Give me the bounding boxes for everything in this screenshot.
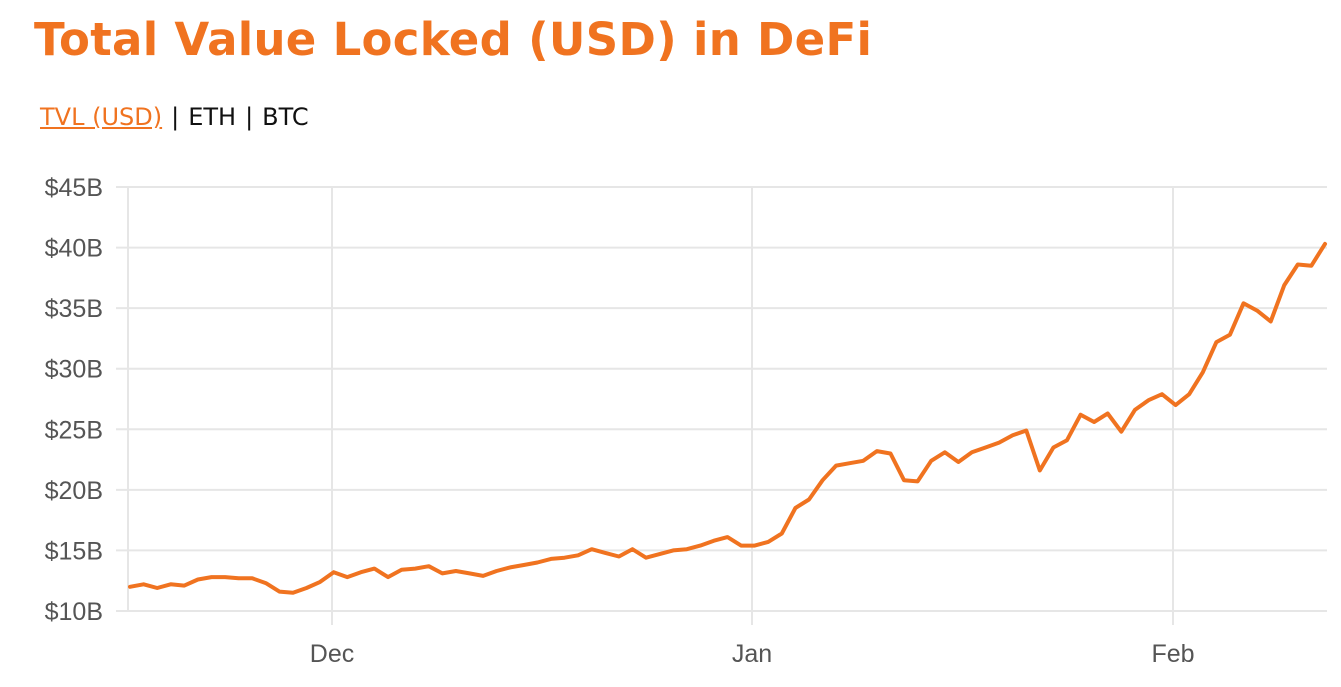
y-tick-label: $45B [45,174,103,202]
y-tick-label: $35B [45,295,103,323]
tab-separator: | [245,103,254,131]
y-tick-label: $20B [45,477,103,505]
series-layer [128,241,1327,595]
tvl-series-line [128,241,1327,595]
axis-layer: $10B $15B $20B $25B $30B $35B $40B $45B Dec Jan Fe… [45,174,1195,668]
currency-tabs: TVL (USD) | ETH | BTC [40,100,309,134]
y-tick-label: $25B [45,416,103,444]
y-tick-label: $10B [45,598,103,626]
x-tick-label: Feb [1151,640,1194,668]
grid-layer [116,186,1327,625]
page-title: Total Value Locked (USD) in DeFi [34,13,873,66]
y-tick-label: $30B [45,356,103,384]
tab-eth[interactable]: ETH [188,103,237,131]
tab-separator: | [171,103,180,131]
tab-tvl-usd[interactable]: TVL (USD) [40,103,163,131]
y-tick-label: $15B [45,537,103,565]
y-tick-label: $40B [45,235,103,263]
x-tick-label: Jan [732,640,772,668]
tab-btc[interactable]: BTC [262,103,309,131]
x-tick-label: Dec [310,640,354,668]
